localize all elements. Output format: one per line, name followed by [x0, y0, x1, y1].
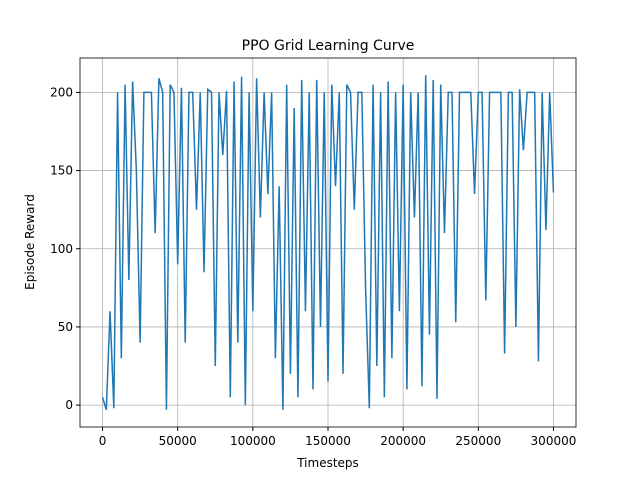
y-tick-label: 0: [65, 398, 73, 412]
chart-title: PPO Grid Learning Curve: [242, 38, 415, 54]
y-tick-label: 100: [50, 242, 73, 256]
x-tick-label: 100000: [230, 434, 276, 448]
plot-frame: [79, 57, 577, 428]
x-tick-label: 200000: [380, 434, 426, 448]
y-tick-label: 200: [50, 85, 73, 99]
x-tick-label: 250000: [455, 434, 501, 448]
x-axis-label: Timesteps: [296, 456, 359, 470]
line: [101, 75, 555, 411]
y-tick-label: 50: [58, 320, 73, 334]
y-tick-label: 150: [50, 164, 73, 178]
x-tick-label: 300000: [531, 434, 577, 448]
x-tick-label: 150000: [305, 434, 351, 448]
y-axis-label: Episode Reward: [23, 194, 37, 290]
x-tick-label: 50000: [159, 434, 197, 448]
x-tick-label: 0: [99, 434, 107, 448]
